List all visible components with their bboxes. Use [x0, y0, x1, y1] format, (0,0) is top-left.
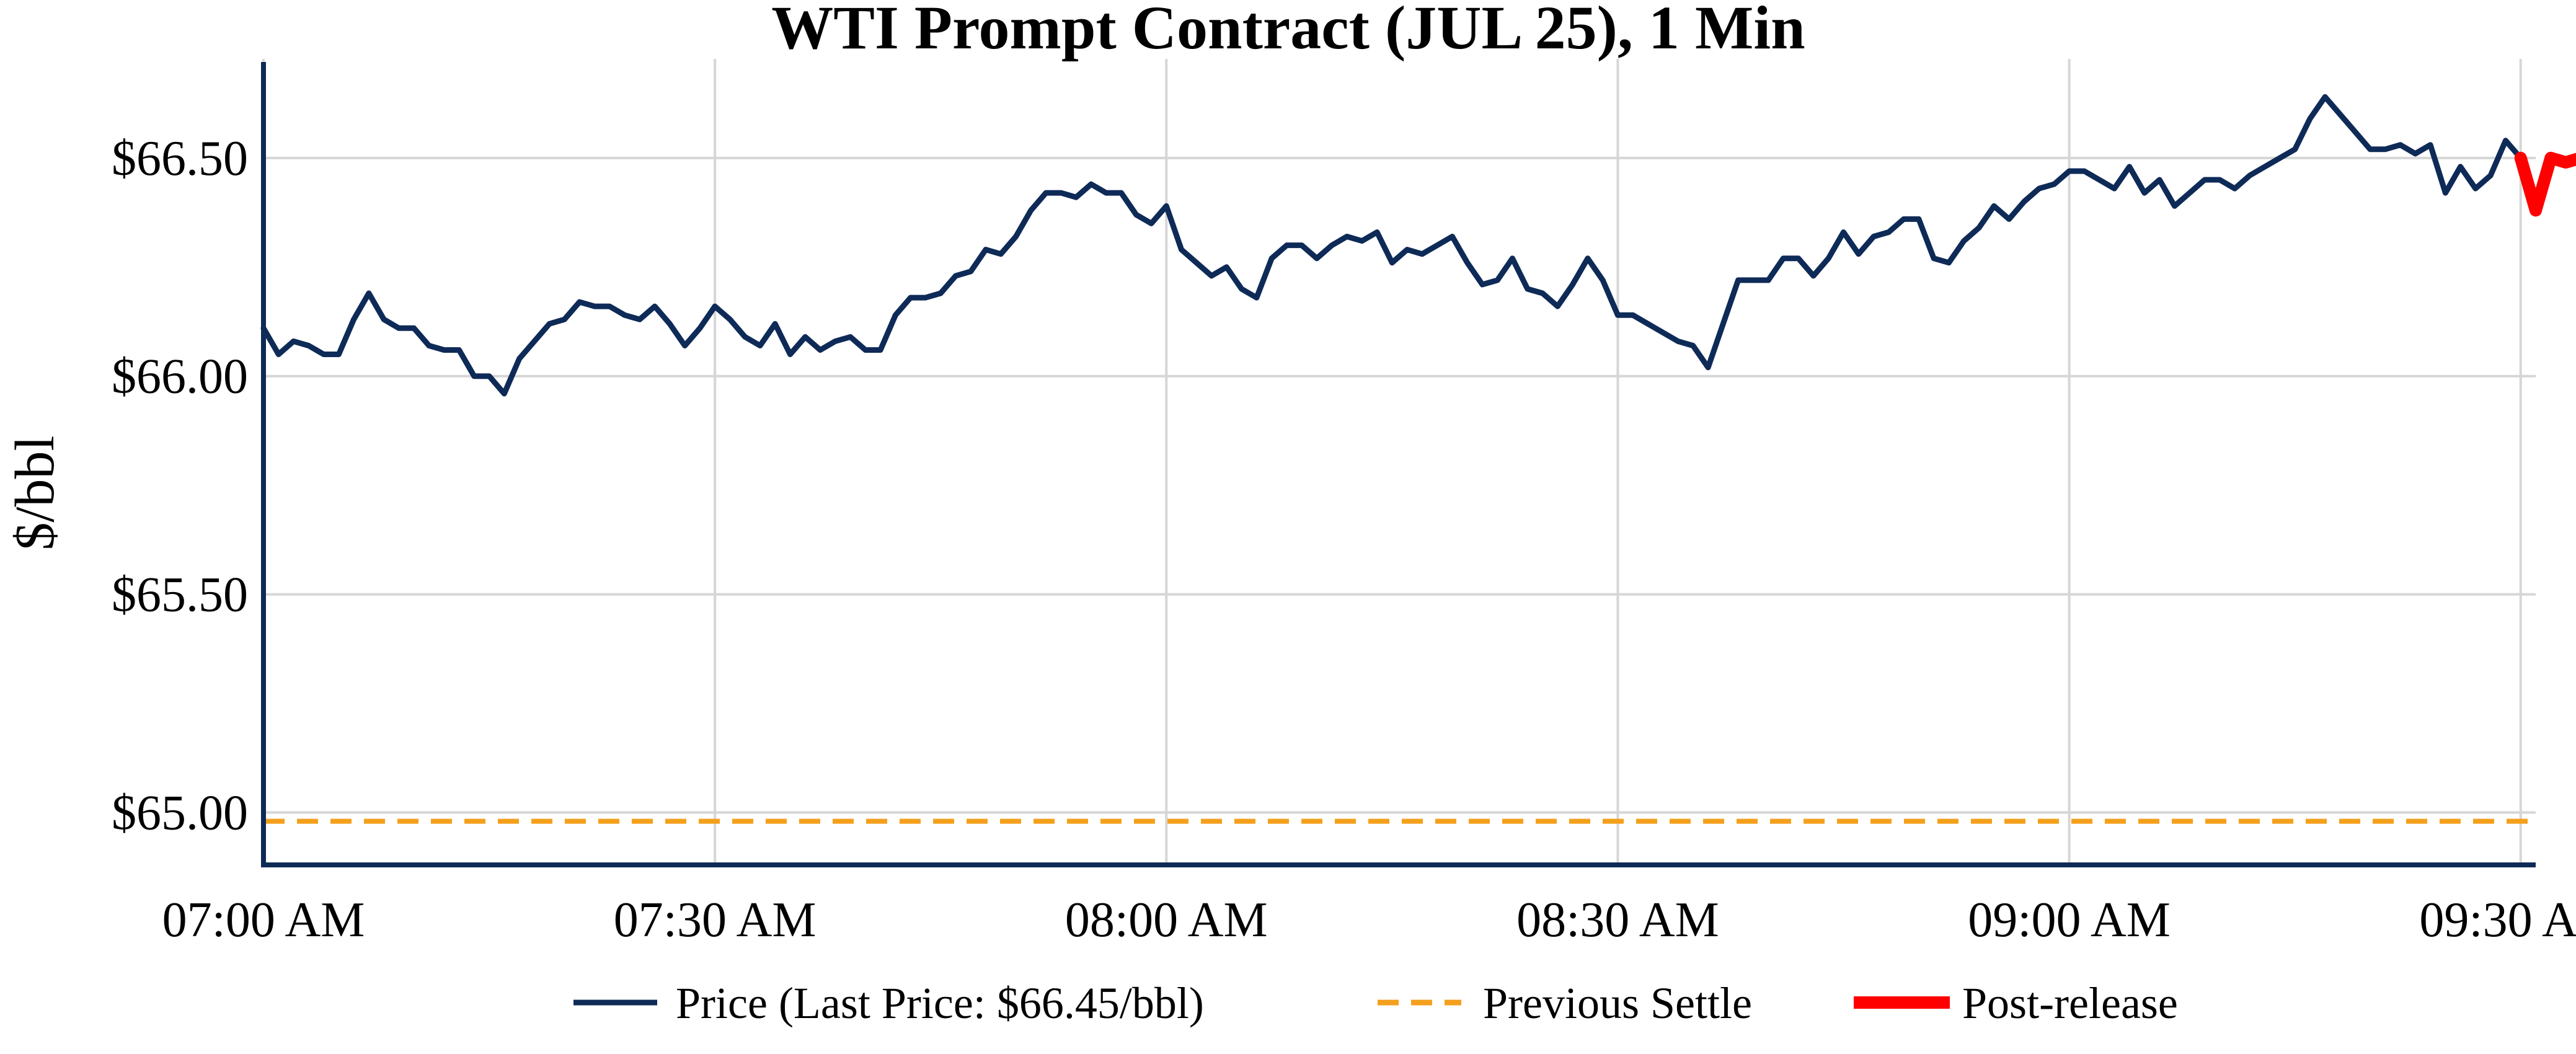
legend-label-previous-settle: Previous Settle — [1483, 978, 1752, 1028]
x-tick-label: 09:30 AM — [2419, 893, 2576, 947]
y-tick-labels: $65.00 $65.50 $66.00 $66.50 — [112, 131, 248, 841]
y-tick-label: $65.00 — [112, 786, 248, 841]
y-tick-label: $65.50 — [112, 568, 248, 622]
legend-item-previous-settle: Previous Settle — [1378, 978, 1752, 1028]
price-series — [260, 94, 2524, 397]
legend-item-post-release: Post-release — [1854, 978, 2178, 1028]
x-tick-label: 07:00 AM — [162, 893, 365, 947]
post-release-series — [2514, 151, 2576, 217]
y-tick-label: $66.50 — [112, 131, 248, 186]
legend-item-price: Price (Last Price: $66.45/bbl) — [573, 978, 1204, 1028]
x-tick-label: 07:30 AM — [614, 893, 817, 947]
grid — [262, 59, 2536, 865]
chart-title: WTI Prompt Contract (JUL 25), 1 Min — [771, 0, 1805, 62]
x-tick-labels: 07:00 AM 07:30 AM 08:00 AM 08:30 AM 09:00 AM… — [162, 893, 2576, 947]
legend-label-price: Price (Last Price: $66.45/bbl) — [676, 978, 1204, 1028]
y-axis-label: $/bbl — [4, 435, 66, 550]
legend-label-post-release: Post-release — [1962, 978, 2178, 1028]
price-line — [260, 94, 2524, 397]
x-tick-label: 08:00 AM — [1065, 893, 1268, 947]
x-tick-label: 08:30 AM — [1516, 893, 1719, 947]
legend: Price (Last Price: $66.45/bbl) Previous … — [573, 978, 2178, 1028]
post-release-line — [2514, 151, 2576, 217]
y-tick-label: $66.00 — [112, 350, 248, 404]
x-tick-label: 09:00 AM — [1968, 893, 2171, 947]
axes — [261, 62, 2536, 867]
